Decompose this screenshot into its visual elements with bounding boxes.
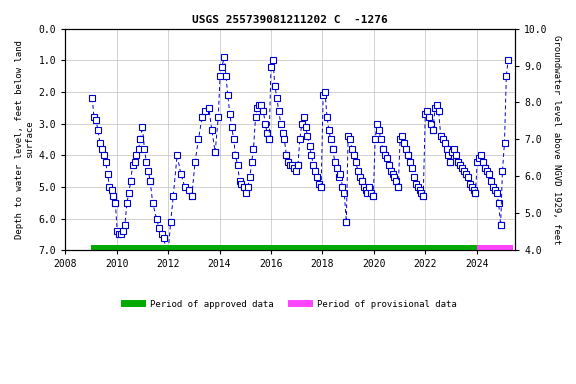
Legend: Period of approved data, Period of provisional data: Period of approved data, Period of provi…: [120, 296, 460, 312]
Y-axis label: Groundwater level above NGVD 1929, feet: Groundwater level above NGVD 1929, feet: [552, 35, 561, 244]
Y-axis label: Depth to water level, feet below land
surface: Depth to water level, feet below land su…: [15, 40, 35, 239]
Title: USGS 255739081211202 C  -1276: USGS 255739081211202 C -1276: [192, 15, 388, 25]
